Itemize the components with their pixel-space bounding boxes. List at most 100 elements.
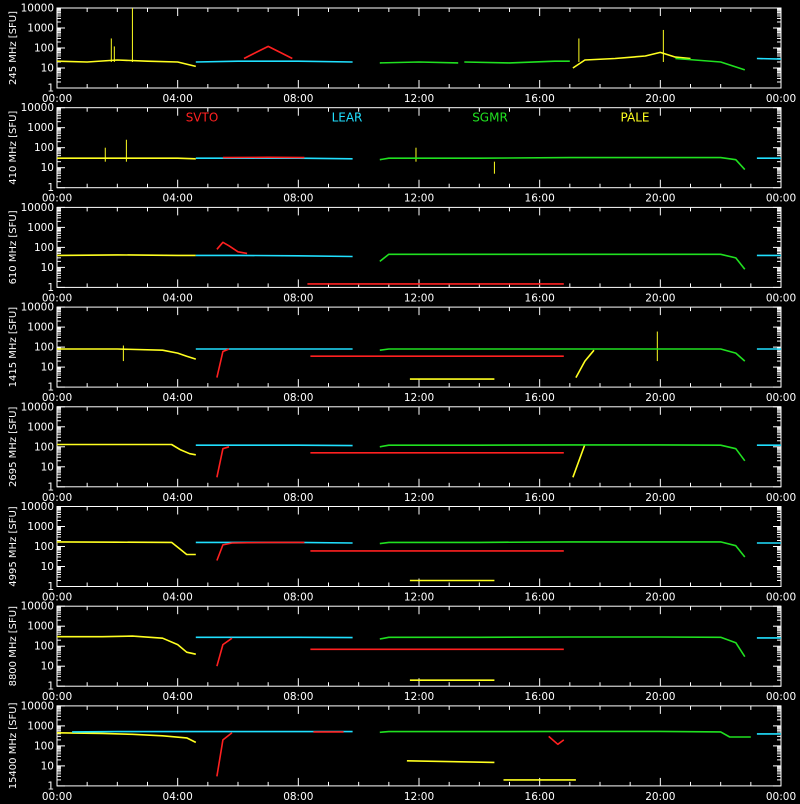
panel-frame [57, 407, 781, 487]
x-tick-label: 16:00 [525, 492, 555, 504]
series-line-segment [380, 349, 745, 361]
series-line-segment [57, 445, 196, 455]
y-tick-label: 100 [34, 441, 54, 453]
x-tick-label: 00:00 [766, 392, 796, 404]
y-tick-label: 100 [34, 242, 54, 254]
x-tick-label: 20:00 [645, 292, 675, 304]
y-axis-label: 245 MHz [SFU] [8, 11, 19, 85]
series-line-segment [57, 60, 196, 66]
x-tick-label: 16:00 [525, 791, 555, 800]
legend-entry-svto: SVTO [186, 111, 219, 125]
x-tick-label: 00:00 [766, 292, 796, 304]
x-tick-label: 12:00 [404, 791, 434, 800]
y-tick-label: 10 [41, 262, 54, 274]
panel-frame [57, 507, 781, 587]
x-tick-label: 12:00 [404, 592, 434, 604]
series-sgmr [380, 349, 745, 361]
x-tick-label: 04:00 [163, 93, 193, 105]
x-tick-label: 08:00 [283, 492, 313, 504]
series-svto [217, 638, 564, 666]
series-sgmr [380, 59, 745, 70]
y-tick-label: 100 [34, 641, 54, 653]
x-tick-label: 04:00 [163, 592, 193, 604]
x-tick-label: 12:00 [404, 93, 434, 105]
x-tick-label: 08:00 [283, 93, 313, 105]
x-tick-label: 08:00 [283, 592, 313, 604]
series-line-segment [57, 733, 196, 743]
y-tick-label: 1000 [27, 521, 54, 533]
x-tick-label: 20:00 [645, 691, 675, 703]
x-tick-label: 12:00 [404, 292, 434, 304]
y-tick-label: 1000 [27, 322, 54, 334]
y-axis-label: 4995 MHz [SFU] [8, 506, 19, 587]
x-tick-label: 16:00 [525, 592, 555, 604]
series-svto [217, 542, 564, 560]
series-line-segment [217, 349, 229, 378]
series-line-segment [380, 731, 751, 737]
y-tick-label: 10000 [21, 700, 54, 712]
series-sgmr [380, 542, 745, 557]
y-tick-label: 1000 [27, 222, 54, 234]
y-tick-label: 1000 [27, 23, 54, 35]
y-tick-label: 10000 [21, 501, 54, 513]
series-svto [217, 242, 564, 284]
series-line-segment [573, 52, 691, 68]
series-line-segment [196, 158, 353, 159]
x-tick-label: 04:00 [163, 392, 193, 404]
series-line-segment [464, 61, 570, 63]
series-lear [196, 255, 781, 256]
series-line-segment [57, 542, 196, 555]
series-pale [57, 542, 494, 581]
series-line-segment [196, 61, 353, 62]
x-tick-label: 12:00 [404, 392, 434, 404]
x-tick-label: 12:00 [404, 492, 434, 504]
x-tick-label: 04:00 [163, 691, 193, 703]
y-tick-label: 10000 [21, 3, 54, 15]
x-tick-label: 16:00 [525, 93, 555, 105]
series-line-segment [57, 255, 196, 256]
series-line-segment [57, 349, 196, 359]
y-tick-label: 10000 [21, 401, 54, 413]
y-tick-label: 100 [34, 541, 54, 553]
series-line-segment [217, 733, 232, 777]
series-line-segment [380, 158, 745, 170]
y-tick-label: 10 [41, 63, 54, 75]
series-pale [57, 8, 691, 68]
x-tick-label: 00:00 [766, 93, 796, 105]
series-line-segment [217, 447, 229, 478]
x-tick-label: 08:00 [283, 691, 313, 703]
panel-frame [57, 706, 781, 786]
y-tick-label: 1000 [27, 621, 54, 633]
legend-entry-sgmr: SGMR [472, 111, 508, 125]
series-sgmr [380, 637, 745, 657]
x-tick-label: 04:00 [163, 292, 193, 304]
y-tick-label: 10 [41, 661, 54, 673]
y-tick-label: 100 [34, 43, 54, 55]
series-pale [57, 636, 494, 680]
panel-frame [57, 307, 781, 387]
series-line-segment [217, 542, 305, 560]
series-line-segment [407, 761, 495, 763]
series-line-segment [380, 254, 745, 269]
series-line-segment [380, 542, 745, 557]
series-line-segment [757, 59, 781, 60]
x-tick-label: 20:00 [645, 392, 675, 404]
y-tick-label: 1000 [27, 421, 54, 433]
series-line-segment [380, 62, 458, 63]
x-tick-label: 20:00 [645, 93, 675, 105]
y-axis-label: 1415 MHz [SFU] [8, 307, 19, 388]
x-tick-label: 00:00 [766, 193, 796, 205]
y-tick-label: 10 [41, 162, 54, 174]
y-axis-label: 610 MHz [SFU] [8, 210, 19, 284]
y-axis-label: 15400 MHz [SFU] [8, 702, 19, 789]
y-tick-label: 1000 [27, 720, 54, 732]
y-axis-label: 2695 MHz [SFU] [8, 406, 19, 487]
x-tick-label: 08:00 [283, 292, 313, 304]
x-tick-label: 00:00 [766, 691, 796, 703]
series-line-segment [217, 242, 247, 253]
